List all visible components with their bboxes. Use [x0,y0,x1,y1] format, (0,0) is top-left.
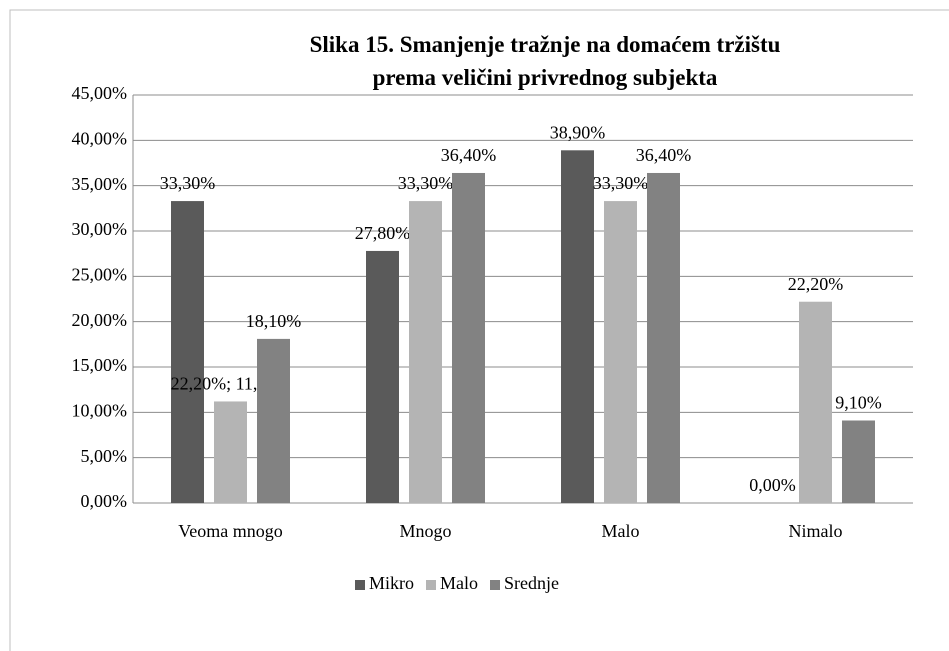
bar [604,201,637,503]
data-label: 38,90% [550,122,606,142]
y-tick-label: 5,00% [81,446,128,466]
x-tick-label: Veoma mnogo [178,521,282,541]
y-tick-label: 25,00% [72,264,128,284]
x-tick-label: Mnogo [399,521,451,541]
chart-frame [9,9,949,651]
legend-swatch [355,580,365,590]
bar [561,150,594,503]
legend-label: Malo [440,573,478,593]
bar [171,201,204,503]
data-label: 33,30% [160,173,216,193]
x-tick-label: Nimalo [789,521,843,541]
data-label: 22,20% [788,274,844,294]
legend-label: Srednje [504,573,559,593]
bar [214,401,247,503]
bar [409,201,442,503]
bar [799,301,832,503]
bar [366,250,399,503]
bar [842,420,875,503]
data-label: 0,00% [749,475,796,495]
y-tick-label: 10,00% [72,400,128,420]
data-label: 36,40% [636,145,692,165]
data-label: 9,10% [835,393,882,413]
y-tick-label: 20,00% [72,310,128,330]
chart-title: Slika 15. Smanjenje tražnje na domaćem t… [310,32,781,90]
data-label: 33,30% [398,173,454,193]
y-tick-label: 30,00% [72,219,128,239]
y-tick-label: 35,00% [72,174,128,194]
data-label: 27,80% [355,223,411,243]
legend-swatch [426,580,436,590]
x-tick-label: Malo [602,521,640,541]
bar [257,338,290,503]
y-tick-label: 40,00% [72,128,128,148]
data-label: 33,30% [593,173,649,193]
y-tick-label: 15,00% [72,355,128,375]
y-tick-label: 0,00% [81,491,128,511]
data-label: 18,10% [246,311,302,331]
data-label: 36,40% [441,145,497,165]
legend-label: Mikro [369,573,414,593]
y-tick-label: 45,00% [72,83,128,103]
bar [647,172,680,503]
legend-swatch [490,580,500,590]
bar [452,172,485,503]
